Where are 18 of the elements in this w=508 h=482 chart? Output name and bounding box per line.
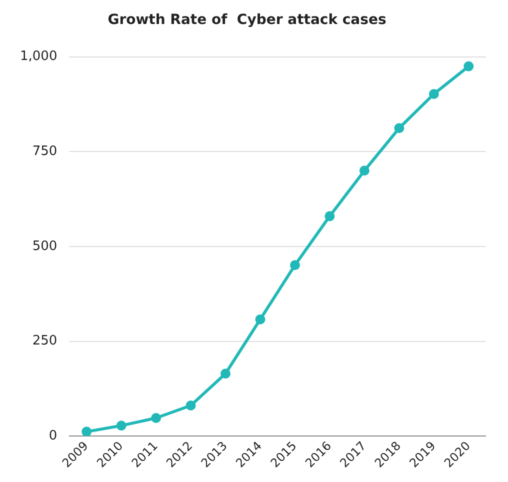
y-tick-label: 1,000 — [20, 49, 58, 64]
chart-title: Growth Rate of Cyber attack cases — [108, 12, 386, 28]
y-tick-label: 250 — [32, 334, 58, 349]
y-tick-label: 750 — [32, 144, 58, 160]
point — [220, 368, 231, 379]
point — [151, 413, 162, 424]
point — [290, 260, 300, 270]
point — [464, 61, 474, 72]
point — [255, 314, 266, 324]
y-tick-label: 500 — [32, 238, 58, 254]
point — [394, 123, 404, 134]
point — [324, 211, 335, 222]
y-tick-label: 0 — [48, 428, 58, 444]
point — [82, 426, 92, 436]
point — [428, 88, 439, 99]
point — [186, 400, 196, 410]
point — [116, 420, 126, 431]
point — [359, 166, 370, 176]
